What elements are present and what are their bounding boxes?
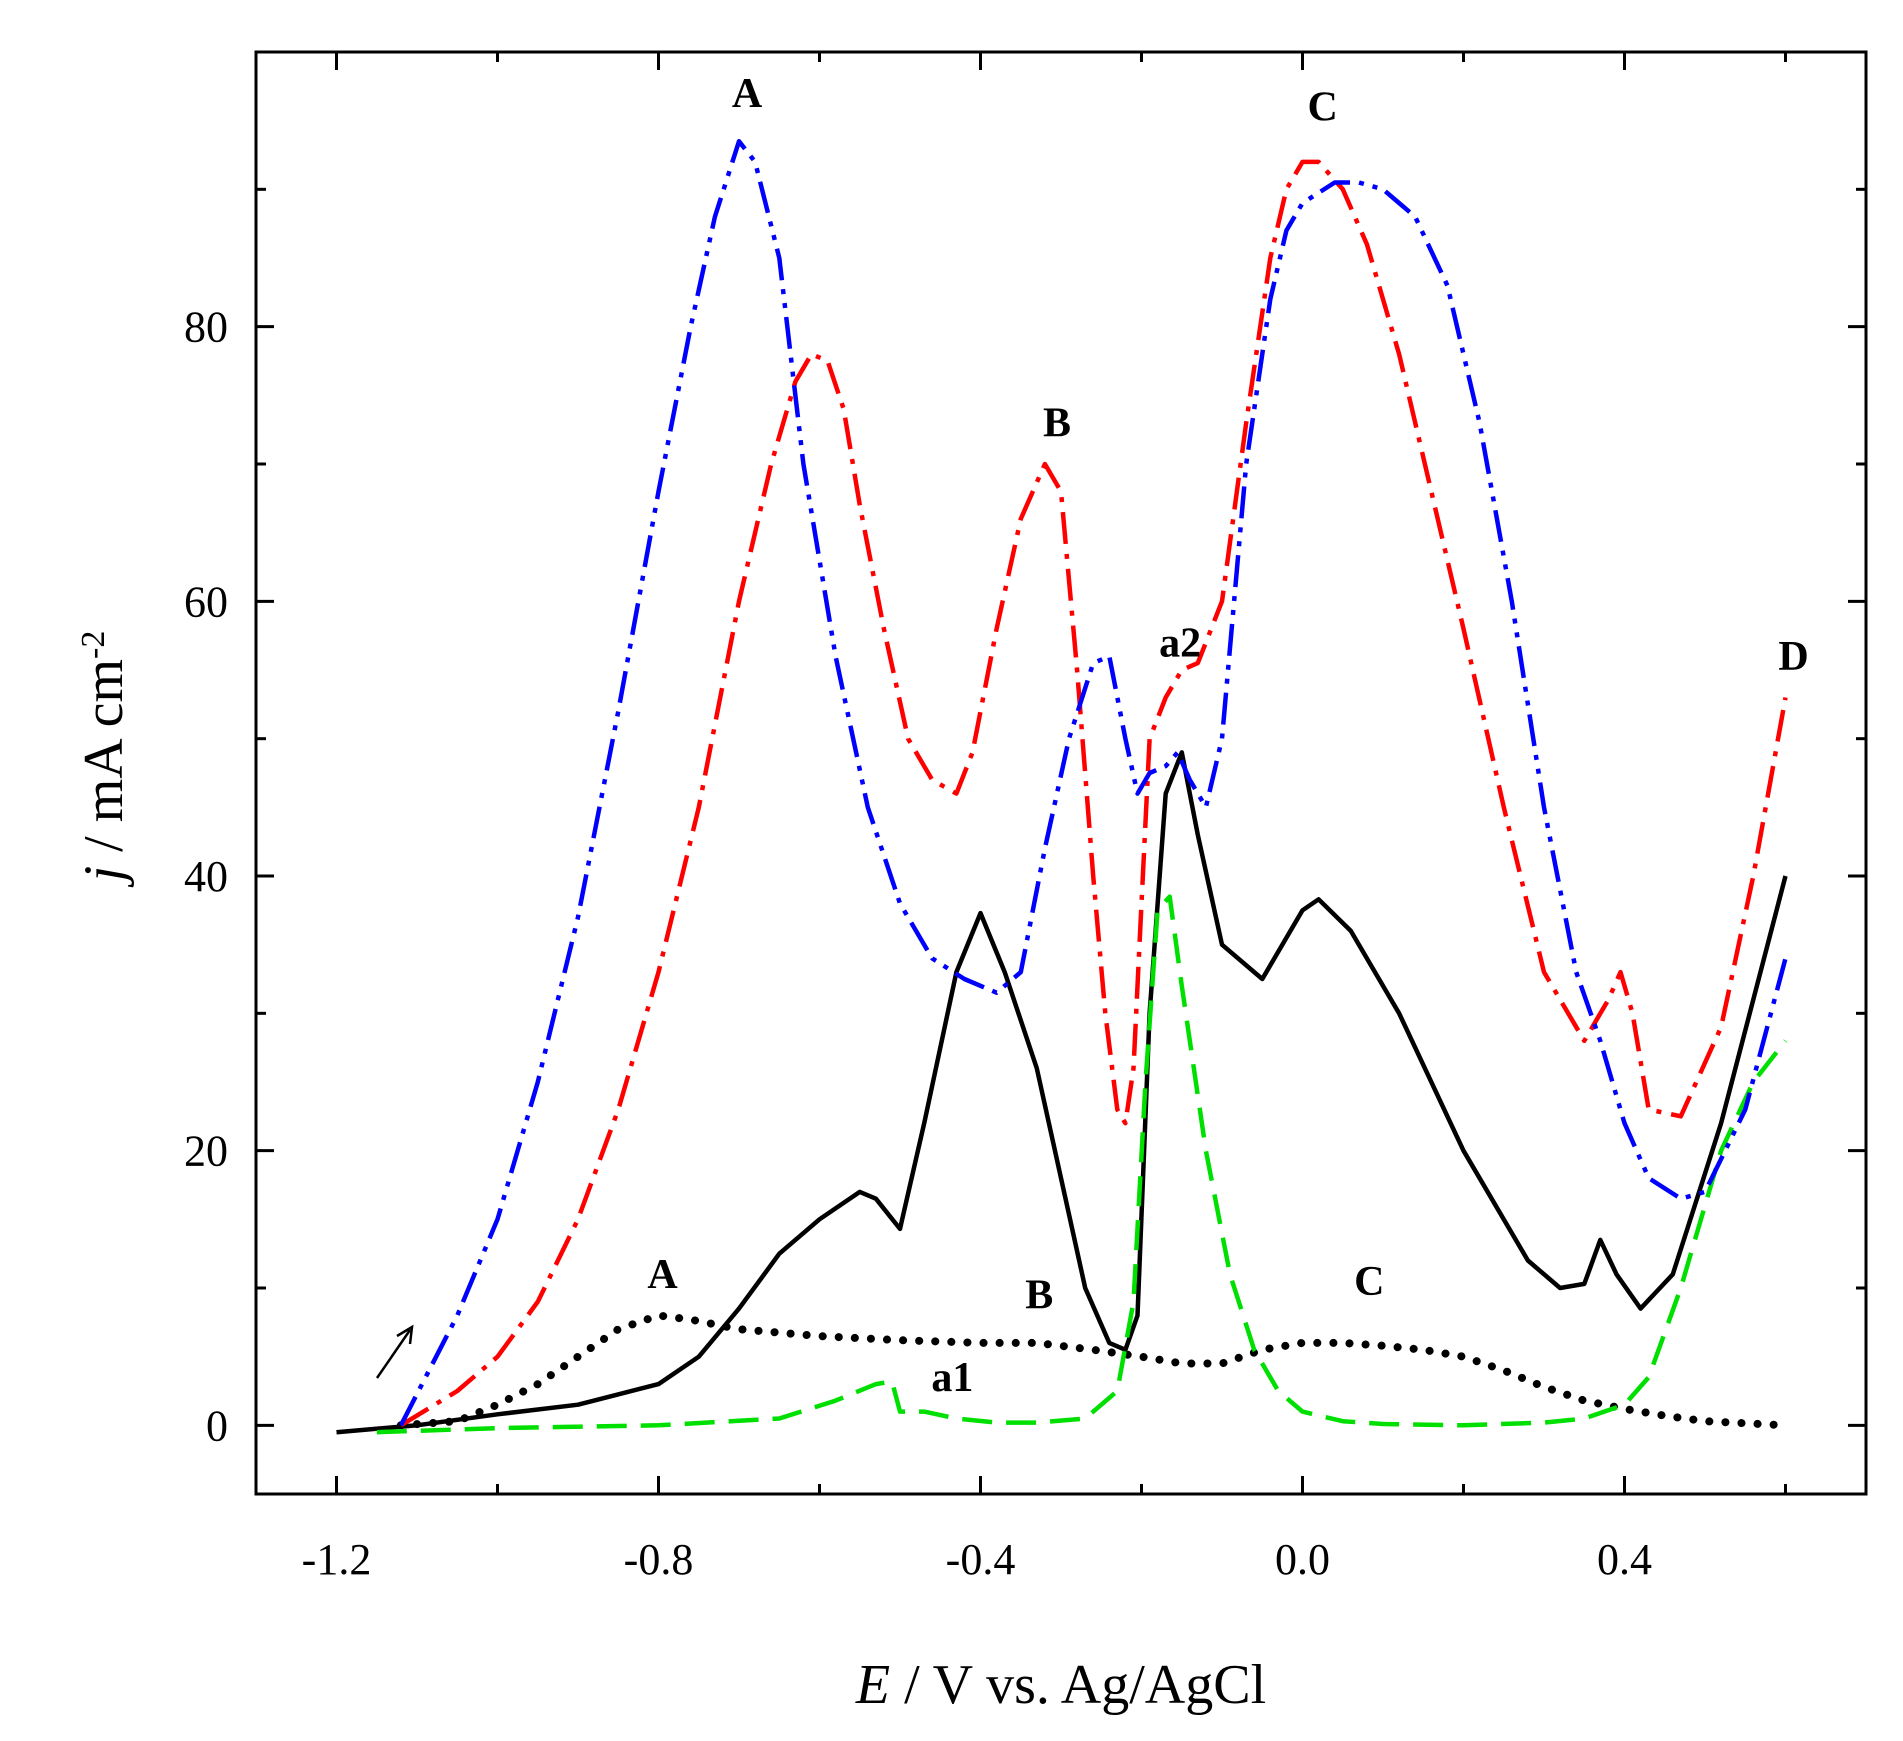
peak-label-B: B [1025,1273,1053,1319]
peak-label-D: D [1778,634,1808,680]
peak-label-C: C [1354,1259,1384,1305]
peak-label-A: A [732,71,763,117]
x-tick-label: -1.2 [302,1535,372,1584]
y-tick-label: 40 [184,852,228,901]
series-line-blue-dash-dot-dot [398,139,1788,1427]
y-tick-label: 60 [184,577,228,626]
series-line-green-dashed [376,894,1788,1435]
y-tick-label: 0 [206,1401,228,1450]
x-axis-title-unit: / V vs. Ag/AgCl [890,1654,1266,1716]
peak-label-C: C [1307,85,1337,131]
series-line-black-solid [336,750,1788,1435]
y-axis-title-symbol: j [73,866,135,888]
x-tick-label: 0.4 [1597,1535,1652,1584]
tick-labels: -1.2 -0.8 -0.4 0.0 0.4 0 20 40 60 80 [184,303,1652,1584]
x-tick-label: 0.0 [1275,1535,1330,1584]
plot-frame [254,50,1868,1496]
axis-ticks [256,52,1866,1494]
peak-label-B: B [1043,401,1071,447]
y-axis-title: j / mA cm-2 [73,631,135,888]
series-line-red-dash-dot [399,159,1788,1428]
y-axis-title-exponent: -2 [75,631,112,659]
x-axis-title: E / V vs. Ag/AgCl [855,1654,1266,1716]
x-axis-title-symbol: E [855,1654,890,1716]
y-tick-label: 80 [184,303,228,352]
y-axis-title-unit: / mA cm [73,659,135,866]
scan-direction-arrow-icon [375,1324,414,1379]
peak-label-A: A [647,1252,678,1298]
series-line-black-dotted [396,1311,1790,1430]
series-layer [336,139,1790,1435]
peak-label-a1: a1 [931,1355,973,1401]
x-tick-label: -0.8 [624,1535,694,1584]
x-tick-label: -0.4 [946,1535,1016,1584]
peak-label-a2: a2 [1159,620,1201,666]
y-tick-label: 20 [184,1127,228,1176]
peak-annotations: A C Ba2 D A B Ca1 [647,71,1808,1401]
